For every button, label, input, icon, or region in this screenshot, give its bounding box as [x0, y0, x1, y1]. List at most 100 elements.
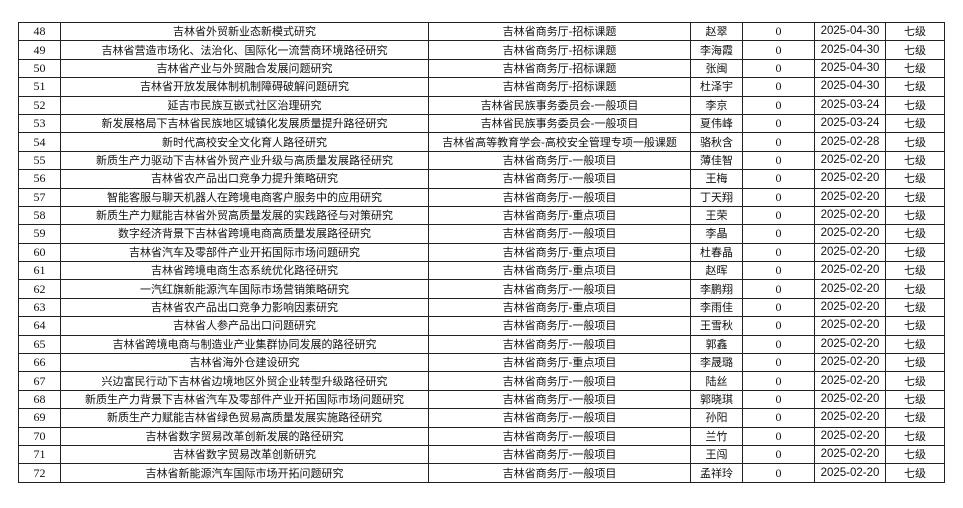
row-number: 48: [18, 21, 61, 42]
date-cell: 2025-02-20: [814, 187, 886, 207]
project-source: 吉林省商务厅-重点项目: [428, 297, 691, 318]
count-value: 0: [742, 279, 815, 299]
project-source: 吉林省商务厅-一般项目: [428, 426, 691, 446]
count-value: 0: [742, 261, 815, 281]
date-cell: 2025-02-28: [814, 132, 886, 152]
principal-investigator: 赵翠: [690, 21, 743, 42]
row-number: 70: [18, 426, 61, 446]
project-title: 吉林省农产品出口竞争力影响因素研究: [60, 297, 429, 318]
table-row: 56 吉林省农产品出口竞争力提升策略研究 吉林省商务厅-一般项目 王梅 0 2025-02…: [18, 169, 945, 189]
project-title: 吉林省营造市场化、法治化、国际化一流营商环境路径研究: [60, 40, 429, 60]
project-title: 吉林省开放发展体制机制障碍破解问题研究: [60, 77, 429, 97]
project-source: 吉林省商务厅-招标课题: [428, 58, 691, 79]
table-row: 62 一汽红旗新能源汽车国际市场营销策略研究 吉林省商务厅-一般项目 李鹏翔 0 2025…: [18, 279, 945, 299]
level-cell: 七级: [885, 297, 945, 318]
level-cell: 七级: [885, 389, 945, 410]
count-value: 0: [742, 113, 815, 134]
count-value: 0: [742, 224, 815, 244]
project-source: 吉林省商务厅-一般项目: [428, 169, 691, 189]
date-cell: 2025-02-20: [814, 408, 886, 428]
principal-investigator: 李京: [690, 95, 743, 115]
level-cell: 七级: [885, 444, 945, 465]
table-row: 58 新质生产力赋能吉林省外贸高质量发展的实践路径与对策研究 吉林省商务厅-重点项目…: [18, 205, 945, 226]
date-cell: 2025-02-20: [814, 297, 886, 318]
table-row: 71 吉林省数字贸易改革创新研究 吉林省商务厅-一般项目 王闯 0 2025-02-20 七…: [18, 444, 945, 465]
row-number: 60: [18, 242, 61, 263]
project-title: 一汽红旗新能源汽车国际市场营销策略研究: [60, 279, 429, 299]
project-title: 吉林省跨境电商生态系统优化路径研究: [60, 261, 429, 281]
level-cell: 七级: [885, 132, 945, 152]
project-title: 吉林省跨境电商与制造业产业集群协同发展的路径研究: [60, 334, 429, 355]
row-number: 51: [18, 77, 61, 97]
count-value: 0: [742, 371, 815, 391]
projects-table: 48 吉林省外贸新业态新模式研究 吉林省商务厅-招标课题 赵翠 0 2025-04-30 七…: [18, 21, 945, 483]
count-value: 0: [742, 426, 815, 446]
row-number: 71: [18, 444, 61, 465]
date-cell: 2025-02-20: [814, 316, 886, 336]
table-row: 54 新时代高校安全文化育人路径研究 吉林省高等教育学会-高校安全管理专项一般课题骆…: [18, 132, 945, 152]
table-row: 72 吉林省新能源汽车国际市场开拓问题研究 吉林省商务厅-一般项目 孟祥玲 0 2025-…: [18, 463, 945, 483]
table-row: 51 吉林省开放发展体制机制障碍破解问题研究 吉林省商务厅-招标课题 杜泽宇 0 2025…: [18, 77, 945, 97]
level-cell: 七级: [885, 21, 945, 42]
count-value: 0: [742, 463, 815, 483]
date-cell: 2025-02-20: [814, 444, 886, 465]
row-number: 57: [18, 187, 61, 207]
row-number: 54: [18, 132, 61, 152]
principal-investigator: 薄佳智: [690, 150, 743, 171]
project-title: 新质生产力背景下吉林省汽车及零部件产业开拓国际市场问题研究: [60, 389, 429, 410]
project-title: 延吉市民族互嵌式社区治理研究: [60, 95, 429, 115]
table-body: 48 吉林省外贸新业态新模式研究 吉林省商务厅-招标课题 赵翠 0 2025-04-30 七…: [18, 21, 945, 483]
table-row: 69 新质生产力赋能吉林省绿色贸易高质量发展实施路径研究 吉林省商务厅-一般项目 孙阳…: [18, 408, 945, 428]
level-cell: 七级: [885, 150, 945, 171]
row-number: 53: [18, 113, 61, 134]
table-row: 50 吉林省产业与外贸融合发展问题研究 吉林省商务厅-招标课题 张闽 0 2025-04-…: [18, 58, 945, 79]
row-number: 64: [18, 316, 61, 336]
project-title: 新质生产力赋能吉林省外贸高质量发展的实践路径与对策研究: [60, 205, 429, 226]
date-cell: 2025-02-20: [814, 261, 886, 281]
level-cell: 七级: [885, 205, 945, 226]
level-cell: 七级: [885, 371, 945, 391]
count-value: 0: [742, 58, 815, 79]
row-number: 67: [18, 371, 61, 391]
date-cell: 2025-02-20: [814, 205, 886, 226]
row-number: 58: [18, 205, 61, 226]
level-cell: 七级: [885, 169, 945, 189]
project-source: 吉林省高等教育学会-高校安全管理专项一般课题: [428, 132, 691, 152]
date-cell: 2025-02-20: [814, 150, 886, 171]
table-row: 66 吉林省海外仓建设研究 吉林省商务厅-重点项目 李晟璐 0 2025-02-20 七级: [18, 353, 945, 373]
table-row: 52 延吉市民族互嵌式社区治理研究 吉林省民族事务委员会-一般项目 李京 0 2025-0…: [18, 95, 945, 115]
table-row: 53 新发展格局下吉林省民族地区城镇化发展质量提升路径研究 吉林省民族事务委员会-一…: [18, 113, 945, 134]
principal-investigator: 王闯: [690, 444, 743, 465]
project-title: 吉林省汽车及零部件产业开拓国际市场问题研究: [60, 242, 429, 263]
principal-investigator: 郭晓琪: [690, 389, 743, 410]
date-cell: 2025-02-20: [814, 389, 886, 410]
date-cell: 2025-02-20: [814, 279, 886, 299]
table-row: 48 吉林省外贸新业态新模式研究 吉林省商务厅-招标课题 赵翠 0 2025-04-30 七…: [18, 21, 945, 42]
project-title: 吉林省人参产品出口问题研究: [60, 316, 429, 336]
project-title: 吉林省外贸新业态新模式研究: [60, 21, 429, 42]
principal-investigator: 兰竹: [690, 426, 743, 446]
row-number: 72: [18, 463, 61, 483]
principal-investigator: 王雪秋: [690, 316, 743, 336]
date-cell: 2025-04-30: [814, 58, 886, 79]
count-value: 0: [742, 353, 815, 373]
level-cell: 七级: [885, 113, 945, 134]
count-value: 0: [742, 297, 815, 318]
principal-investigator: 杜泽宇: [690, 77, 743, 97]
principal-investigator: 王荣: [690, 205, 743, 226]
principal-investigator: 孙阳: [690, 408, 743, 428]
project-source: 吉林省商务厅-重点项目: [428, 242, 691, 263]
project-title: 新发展格局下吉林省民族地区城镇化发展质量提升路径研究: [60, 113, 429, 134]
project-source: 吉林省商务厅-招标课题: [428, 40, 691, 60]
row-number: 63: [18, 297, 61, 318]
project-source: 吉林省商务厅-招标课题: [428, 21, 691, 42]
level-cell: 七级: [885, 353, 945, 373]
project-title: 吉林省数字贸易改革创新发展的路径研究: [60, 426, 429, 446]
principal-investigator: 李晟璐: [690, 353, 743, 373]
project-title: 吉林省产业与外贸融合发展问题研究: [60, 58, 429, 79]
date-cell: 2025-02-20: [814, 242, 886, 263]
project-source: 吉林省商务厅-一般项目: [428, 187, 691, 207]
row-number: 56: [18, 169, 61, 189]
date-cell: 2025-04-30: [814, 21, 886, 42]
principal-investigator: 张闽: [690, 58, 743, 79]
